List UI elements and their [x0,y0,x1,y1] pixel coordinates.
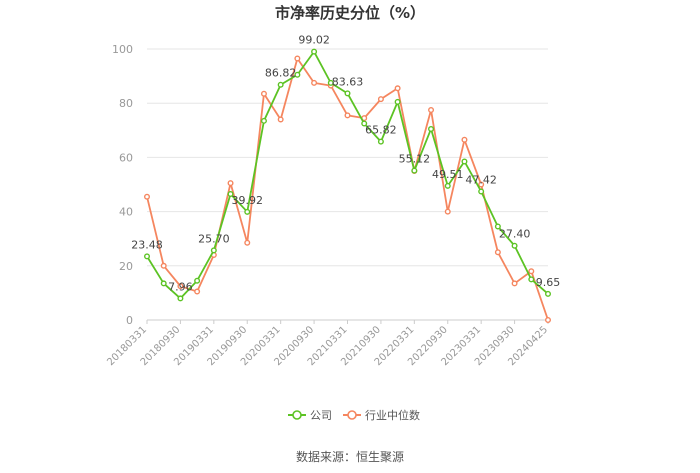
point-industry-median [244,239,251,246]
y-tick-label: 60 [119,151,133,164]
point-company [327,79,334,86]
data-label: 55.12 [399,153,431,166]
axes: 0204060801002018033120180930201903312019… [105,43,550,368]
point-industry-median [377,96,384,103]
data-label: 25.70 [198,232,230,245]
point-company [177,295,184,302]
point-company [143,253,150,260]
point-company [494,223,501,230]
data-label: 39.92 [232,194,264,207]
legend-item-company[interactable]: 公司 [288,409,332,422]
point-industry-median [177,283,184,290]
point-company [511,242,518,249]
point-industry-median [394,85,401,92]
point-company [311,48,318,55]
legend-label: 行业中位数 [365,408,420,422]
point-company [545,290,552,297]
point-industry-median [511,280,518,287]
point-industry-median [461,136,468,143]
data-label: 49.51 [432,168,464,181]
point-industry-median [160,262,167,269]
data-label: 83.63 [332,75,364,88]
legend-item-industry-median[interactable]: 行业中位数 [343,408,420,422]
point-industry-median [143,193,150,200]
point-industry-median [528,268,535,275]
legend-marker [347,410,357,420]
point-industry-median [311,79,318,86]
point-company [411,167,418,174]
point-company [428,125,435,132]
point-company [294,71,301,78]
point-company [461,158,468,165]
y-tick-label: 80 [119,97,133,110]
point-company [528,276,535,283]
point-company [444,182,451,189]
point-company [160,280,167,287]
point-company [260,117,267,124]
data-label: 47.42 [465,173,497,186]
data-label: 65.82 [365,124,397,137]
data-label: 23.48 [131,238,163,251]
point-company [194,277,201,284]
data-label: 9.65 [536,276,561,289]
legend: 公司 行业中位数 [288,408,420,422]
data-label: 7.96 [168,280,193,293]
point-industry-median [344,112,351,119]
y-tick-label: 100 [112,43,133,56]
series-line-industry-median [146,57,549,321]
data-label: 86.82 [265,67,297,80]
data-label: 99.02 [298,34,330,47]
point-company [394,98,401,105]
point-company [227,190,234,197]
data-source-note: 数据来源：恒生聚源 [295,450,404,464]
point-company [277,81,284,88]
point-company [377,138,384,145]
point-company [478,188,485,195]
point-industry-median [260,90,267,97]
legend-label: 公司 [310,409,332,422]
point-industry-median [478,181,485,188]
point-company [361,120,368,127]
point-industry-median [428,106,435,113]
point-company [210,247,217,254]
point-industry-median [444,208,451,215]
point-industry-median [545,317,552,324]
point-company [244,208,251,215]
point-industry-median [494,249,501,256]
point-company [344,90,351,97]
data-labels: 23.48 7.96 25.70 39.92 86.82 99.02 83.63 65.82 5… [131,34,560,294]
point-industry-median [277,116,284,123]
point-industry-median [294,55,301,62]
point-industry-median [194,288,201,295]
data-label: 27.40 [499,228,531,241]
point-industry-median [227,180,234,187]
chart-title: 市净率历史分位（%） [274,4,426,22]
y-tick-label: 20 [119,260,133,273]
legend-marker [292,410,302,420]
series-lines [143,48,552,324]
y-tick-label: 0 [126,314,133,327]
y-tick-label: 40 [119,206,133,219]
